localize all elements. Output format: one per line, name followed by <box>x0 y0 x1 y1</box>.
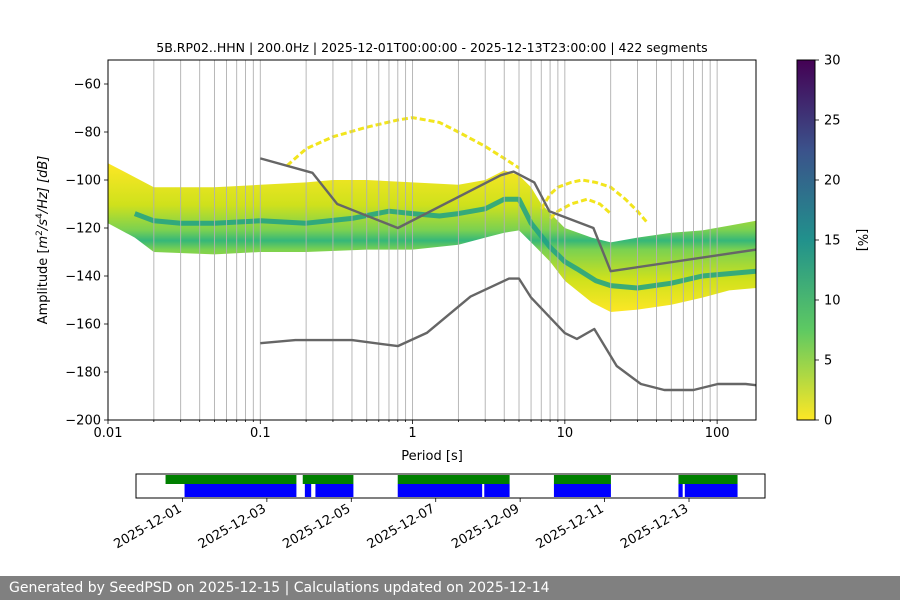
y-tick-label: −160 <box>65 318 101 333</box>
y-tick-label: −100 <box>65 174 101 189</box>
x-axis-label: Period [s] <box>401 449 463 464</box>
y-axis-ticks: −200 −180 −160 −140 −120 −100 −80 −60 <box>65 78 108 429</box>
colorbar-tick-label: 10 <box>824 294 841 309</box>
availability-date-ticks: 2025-12-01 2025-12-03 2025-12-05 2025-12-07… <box>111 498 691 552</box>
colorbar-ticks: 0 5 10 15 20 25 30 <box>815 54 841 429</box>
psd-outlier-hump <box>549 197 612 220</box>
colorbar-tick-label: 15 <box>824 234 841 249</box>
chart-title: 5B.RP02..HHN | 200.0Hz | 2025-12-01T00:0… <box>156 40 707 55</box>
coverage-bar <box>553 484 611 497</box>
date-tick-label: 2025-12-03 <box>196 501 269 552</box>
data-availability-bar <box>397 475 510 484</box>
psd-outlier-arc <box>286 116 520 170</box>
data-availability-bar <box>678 475 738 484</box>
date-tick-label: 2025-12-13 <box>618 501 691 552</box>
y-tick-label: −180 <box>65 366 101 381</box>
coverage-bar <box>184 484 297 497</box>
date-tick-label: 2025-12-05 <box>280 501 353 552</box>
y-tick-label: −60 <box>74 78 101 93</box>
data-availability-bar <box>165 475 297 484</box>
date-tick-label: 2025-12-11 <box>534 501 607 552</box>
x-tick-label: 0.1 <box>250 426 271 441</box>
nhnm-line <box>259 157 756 273</box>
nlnm-line <box>260 277 756 392</box>
coverage-bar <box>397 484 483 497</box>
availability-bars <box>165 475 738 497</box>
coverage-bar <box>684 484 738 497</box>
noise-model-layer <box>259 157 756 392</box>
x-tick-label: 10 <box>557 426 574 441</box>
y-tick-label: −120 <box>65 222 101 237</box>
y-tick-label: −80 <box>74 126 101 141</box>
colorbar-tick-label: 5 <box>824 354 832 369</box>
grid-lines <box>107 60 718 420</box>
psd-density-band <box>108 163 756 312</box>
y-tick-label: −140 <box>65 270 101 285</box>
date-tick-label: 2025-12-07 <box>365 501 438 552</box>
data-availability-bar <box>553 475 611 484</box>
colorbar <box>796 59 816 421</box>
data-availability-bar <box>302 475 354 484</box>
psd-figure: 5B.RP02..HHN | 200.0Hz | 2025-12-01T00:0… <box>35 40 869 552</box>
x-axis-ticks: 0.01 0.1 1 10 100 <box>94 420 730 441</box>
y-axis-label: Amplitude [m2/s4/Hz] [dB] <box>35 156 51 325</box>
footer-bar: Generated by SeedPSD on 2025-12-15 | Cal… <box>0 576 900 600</box>
date-tick-label: 2025-12-09 <box>449 501 522 552</box>
x-tick-label: 1 <box>408 426 416 441</box>
footer-text: Generated by SeedPSD on 2025-12-15 | Cal… <box>9 580 550 596</box>
colorbar-tick-label: 30 <box>824 54 841 69</box>
colorbar-tick-label: 25 <box>824 114 841 129</box>
coverage-bar <box>315 484 354 497</box>
x-tick-label: 0.01 <box>94 426 123 441</box>
colorbar-tick-label: 20 <box>824 174 841 189</box>
coverage-bar <box>304 484 312 497</box>
coverage-bar <box>678 484 683 497</box>
colorbar-tick-label: 0 <box>824 414 832 429</box>
coverage-bar <box>484 484 510 497</box>
date-tick-label: 2025-12-01 <box>111 501 184 552</box>
colorbar-label: [%] <box>854 229 869 252</box>
availability-frame <box>135 473 766 499</box>
y-tick-label: −200 <box>65 414 101 429</box>
psd-outlier-hump <box>540 178 649 225</box>
x-tick-label: 100 <box>705 426 730 441</box>
plot-frame <box>107 59 757 421</box>
psd-density-layer <box>108 116 756 312</box>
